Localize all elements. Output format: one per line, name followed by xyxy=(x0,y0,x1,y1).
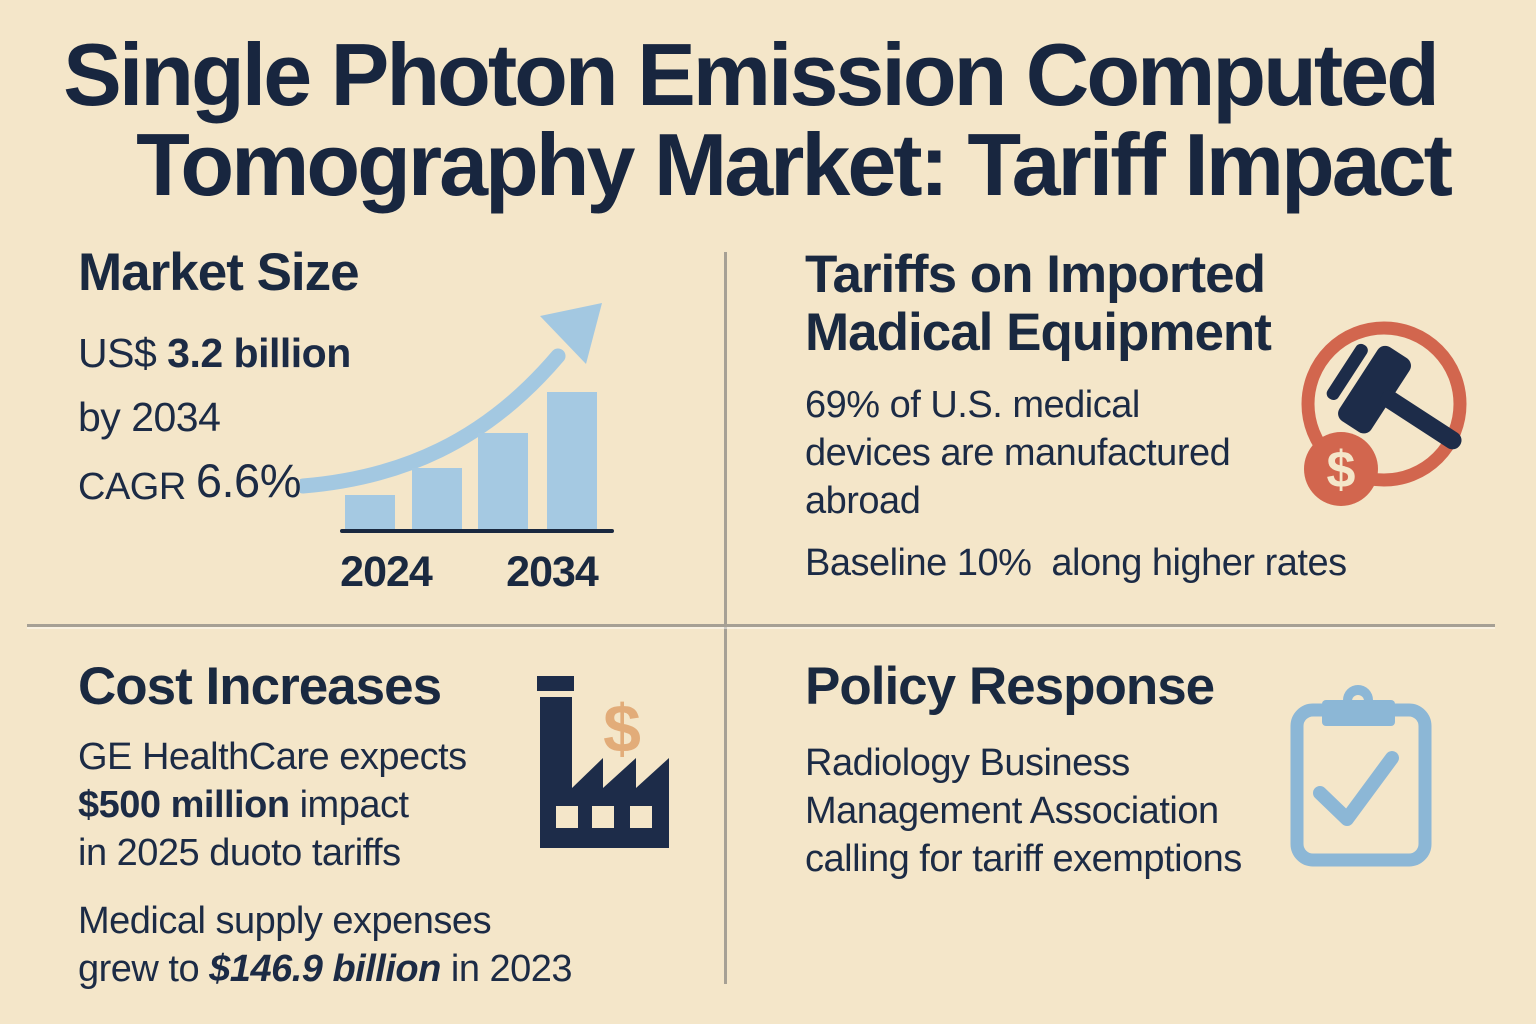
vertical-divider xyxy=(724,252,727,984)
bar-1 xyxy=(412,468,462,530)
baseline-rate-text-2: along higher rates xyxy=(1051,542,1347,584)
title-line-1: Single Photon Emission Computed xyxy=(63,25,1440,124)
tariffs-heading-line-2: Madical Equipment xyxy=(805,303,1272,362)
policy-body-line-2: Management Association xyxy=(805,790,1219,832)
cost-grew-prefix: grew to xyxy=(78,948,210,990)
tariffs-baseline-line: Baseline 10% along higher rates xyxy=(805,540,1347,586)
cagr-line: CAGR 6.6% xyxy=(78,457,302,510)
tariffs-body-line-1: 69% of U.S. medical xyxy=(805,384,1140,426)
cost-body-line-5: grew to $146.9 billion in 2023 xyxy=(78,946,573,992)
bar-2 xyxy=(478,433,528,530)
gavel-shape xyxy=(1326,343,1462,450)
market-value-bold: 3.2 billion xyxy=(167,330,351,376)
growth-arrow-icon xyxy=(300,303,602,494)
clipboard-check-icon xyxy=(1290,685,1432,867)
horizontal-divider xyxy=(27,624,1495,627)
growth-bar-chart: 2024 2034 xyxy=(300,290,630,620)
supply-expenses-amount: $146.9 billion xyxy=(209,948,441,990)
tariffs-body-line-3: abroad xyxy=(805,480,921,522)
cost-impact-suffix: impact xyxy=(289,784,409,826)
market-size-heading: Market Size xyxy=(78,243,360,302)
market-value-prefix: US$ xyxy=(78,330,168,376)
cost-grew-suffix: in 2023 xyxy=(440,948,573,990)
cost-body-line-2: $500 million impact xyxy=(78,782,409,828)
cagr-value: 6.6% xyxy=(195,454,302,507)
x-tick-2024: 2024 xyxy=(340,548,433,596)
x-axis-line xyxy=(340,529,614,533)
market-value-line: US$ 3.2 billion xyxy=(78,330,351,376)
x-tick-2034: 2034 xyxy=(506,548,599,596)
cost-impact-amount: $500 million xyxy=(78,784,290,826)
policy-body-line-1: Radiology Business xyxy=(805,742,1130,784)
cost-body-line-1: GE HealthCare expects xyxy=(78,736,467,778)
bar-2024 xyxy=(345,495,395,530)
cost-increases-heading: Cost Increases xyxy=(78,657,442,716)
factory-icon: $ xyxy=(537,676,669,848)
tariffs-heading-line-1: Tariffs on Imported xyxy=(805,245,1266,304)
cost-body-line-3: in 2025 duoto tariffs xyxy=(78,832,401,874)
policy-body-line-3: calling for tariff exemptions xyxy=(805,838,1242,880)
dollar-sign-glyph: $ xyxy=(603,691,641,767)
dollar-sign-glyph: $ xyxy=(1327,441,1356,499)
policy-response-heading: Policy Response xyxy=(805,657,1215,716)
bar-2034 xyxy=(547,392,597,530)
title-line-2: Tomography Market: Tariff Impact xyxy=(136,115,1453,214)
cagr-label: CAGR xyxy=(78,466,196,508)
tariffs-body-line-2: devices are manufactured xyxy=(805,432,1231,474)
gavel-dollar-icon: $ xyxy=(1301,321,1467,506)
baseline-rate-text: Baseline 10% xyxy=(805,542,1032,584)
page-title: Single Photon Emission Computed Tomograp… xyxy=(0,30,1536,210)
market-value-year: by 2034 xyxy=(78,394,221,440)
cost-body-line-4: Medical supply expenses xyxy=(78,900,492,942)
